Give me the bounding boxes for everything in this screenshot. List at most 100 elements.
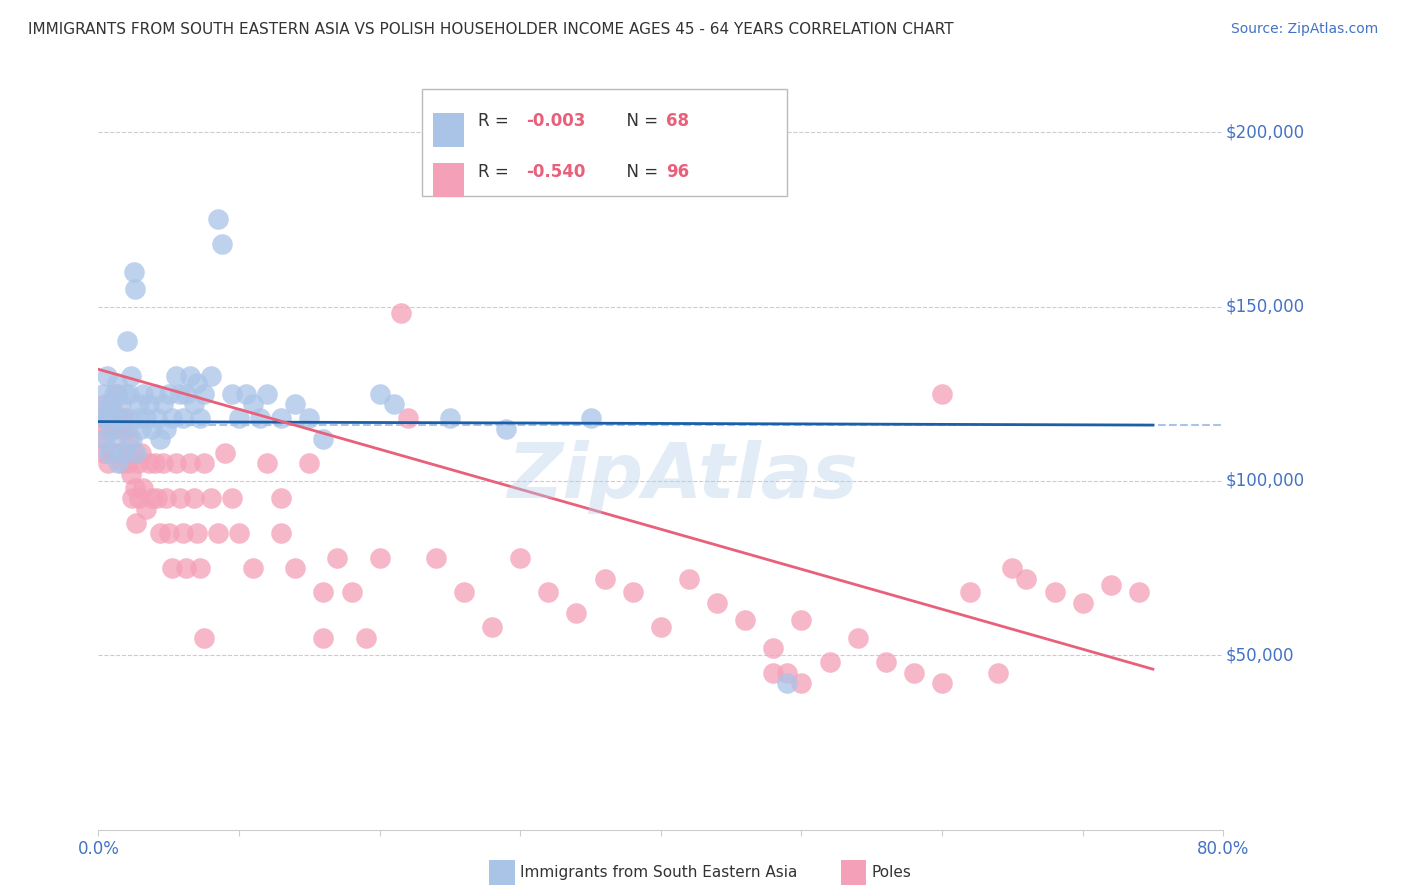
Point bbox=[1099, 578, 1122, 592]
Point bbox=[100, 421, 122, 435]
Point bbox=[382, 397, 405, 411]
Point bbox=[138, 457, 160, 471]
Point bbox=[193, 631, 215, 645]
Point bbox=[97, 457, 120, 471]
Point bbox=[129, 446, 152, 460]
Text: Immigrants from South Eastern Asia: Immigrants from South Eastern Asia bbox=[520, 865, 797, 880]
Point bbox=[118, 432, 141, 446]
Point bbox=[298, 457, 321, 471]
Point bbox=[495, 421, 517, 435]
Point bbox=[1015, 572, 1038, 586]
Point bbox=[122, 446, 145, 460]
Point bbox=[94, 397, 117, 411]
Text: Source: ZipAtlas.com: Source: ZipAtlas.com bbox=[1230, 22, 1378, 37]
Point bbox=[165, 369, 187, 384]
Point bbox=[326, 550, 349, 565]
Point bbox=[117, 411, 139, 425]
Point bbox=[120, 467, 142, 481]
Point bbox=[138, 397, 160, 411]
Point bbox=[565, 607, 588, 621]
Point bbox=[207, 212, 229, 227]
Point bbox=[425, 550, 447, 565]
Point bbox=[93, 411, 115, 425]
Point bbox=[93, 446, 115, 460]
Point bbox=[537, 585, 560, 599]
Point bbox=[439, 411, 461, 425]
Point bbox=[790, 676, 813, 690]
Point bbox=[734, 613, 756, 627]
Text: N =: N = bbox=[616, 162, 664, 180]
Point bbox=[110, 397, 132, 411]
Text: 68: 68 bbox=[666, 112, 689, 130]
Point bbox=[621, 585, 644, 599]
Point bbox=[221, 491, 243, 506]
Point bbox=[193, 457, 215, 471]
Point bbox=[90, 411, 112, 425]
Text: -0.540: -0.540 bbox=[526, 162, 585, 180]
Point bbox=[1001, 561, 1024, 575]
Point bbox=[776, 676, 799, 690]
Point bbox=[146, 491, 169, 506]
Point bbox=[1071, 596, 1094, 610]
Point bbox=[110, 421, 132, 435]
Point bbox=[105, 386, 128, 401]
Point bbox=[157, 386, 180, 401]
Point bbox=[132, 481, 155, 495]
Point bbox=[1043, 585, 1066, 599]
Point bbox=[128, 397, 150, 411]
Text: IMMIGRANTS FROM SOUTH EASTERN ASIA VS POLISH HOUSEHOLDER INCOME AGES 45 - 64 YEA: IMMIGRANTS FROM SOUTH EASTERN ASIA VS PO… bbox=[28, 22, 953, 37]
Point bbox=[179, 457, 201, 471]
Point bbox=[706, 596, 728, 610]
Point bbox=[111, 457, 134, 471]
Text: $50,000: $50,000 bbox=[1226, 646, 1294, 665]
Point bbox=[114, 386, 136, 401]
Point bbox=[903, 665, 925, 680]
Point bbox=[183, 491, 205, 506]
Point bbox=[242, 397, 264, 411]
Point bbox=[104, 439, 127, 453]
Point bbox=[101, 408, 124, 422]
Point bbox=[453, 585, 475, 599]
Point bbox=[96, 369, 118, 384]
Point bbox=[340, 585, 363, 599]
Point bbox=[298, 411, 321, 425]
Point bbox=[112, 446, 135, 460]
Point bbox=[97, 446, 120, 460]
Point bbox=[875, 655, 897, 669]
Point bbox=[368, 550, 391, 565]
Point bbox=[186, 526, 208, 541]
Point bbox=[152, 457, 174, 471]
Point bbox=[650, 620, 672, 634]
Point bbox=[193, 386, 215, 401]
Point bbox=[818, 655, 841, 669]
Point bbox=[312, 432, 335, 446]
Point bbox=[90, 404, 112, 418]
Point bbox=[128, 491, 150, 506]
Point bbox=[127, 411, 149, 425]
Text: ZipAtlas: ZipAtlas bbox=[508, 440, 859, 514]
Point bbox=[776, 665, 799, 680]
Point bbox=[146, 411, 169, 425]
Point bbox=[228, 411, 250, 425]
Point bbox=[135, 501, 157, 516]
Point bbox=[169, 386, 191, 401]
Point bbox=[207, 526, 229, 541]
Point bbox=[122, 265, 145, 279]
Point bbox=[846, 631, 869, 645]
Point bbox=[221, 386, 243, 401]
Point bbox=[188, 411, 211, 425]
Point bbox=[103, 421, 125, 435]
Point bbox=[107, 411, 129, 425]
Point bbox=[108, 446, 131, 460]
Point bbox=[112, 411, 135, 425]
Point bbox=[115, 334, 138, 349]
Point bbox=[149, 432, 172, 446]
Point bbox=[242, 561, 264, 575]
Point bbox=[124, 481, 146, 495]
Point bbox=[312, 631, 335, 645]
Point bbox=[179, 369, 201, 384]
Point bbox=[135, 411, 157, 425]
Point bbox=[155, 491, 177, 506]
Point bbox=[270, 526, 292, 541]
Point bbox=[100, 446, 122, 460]
